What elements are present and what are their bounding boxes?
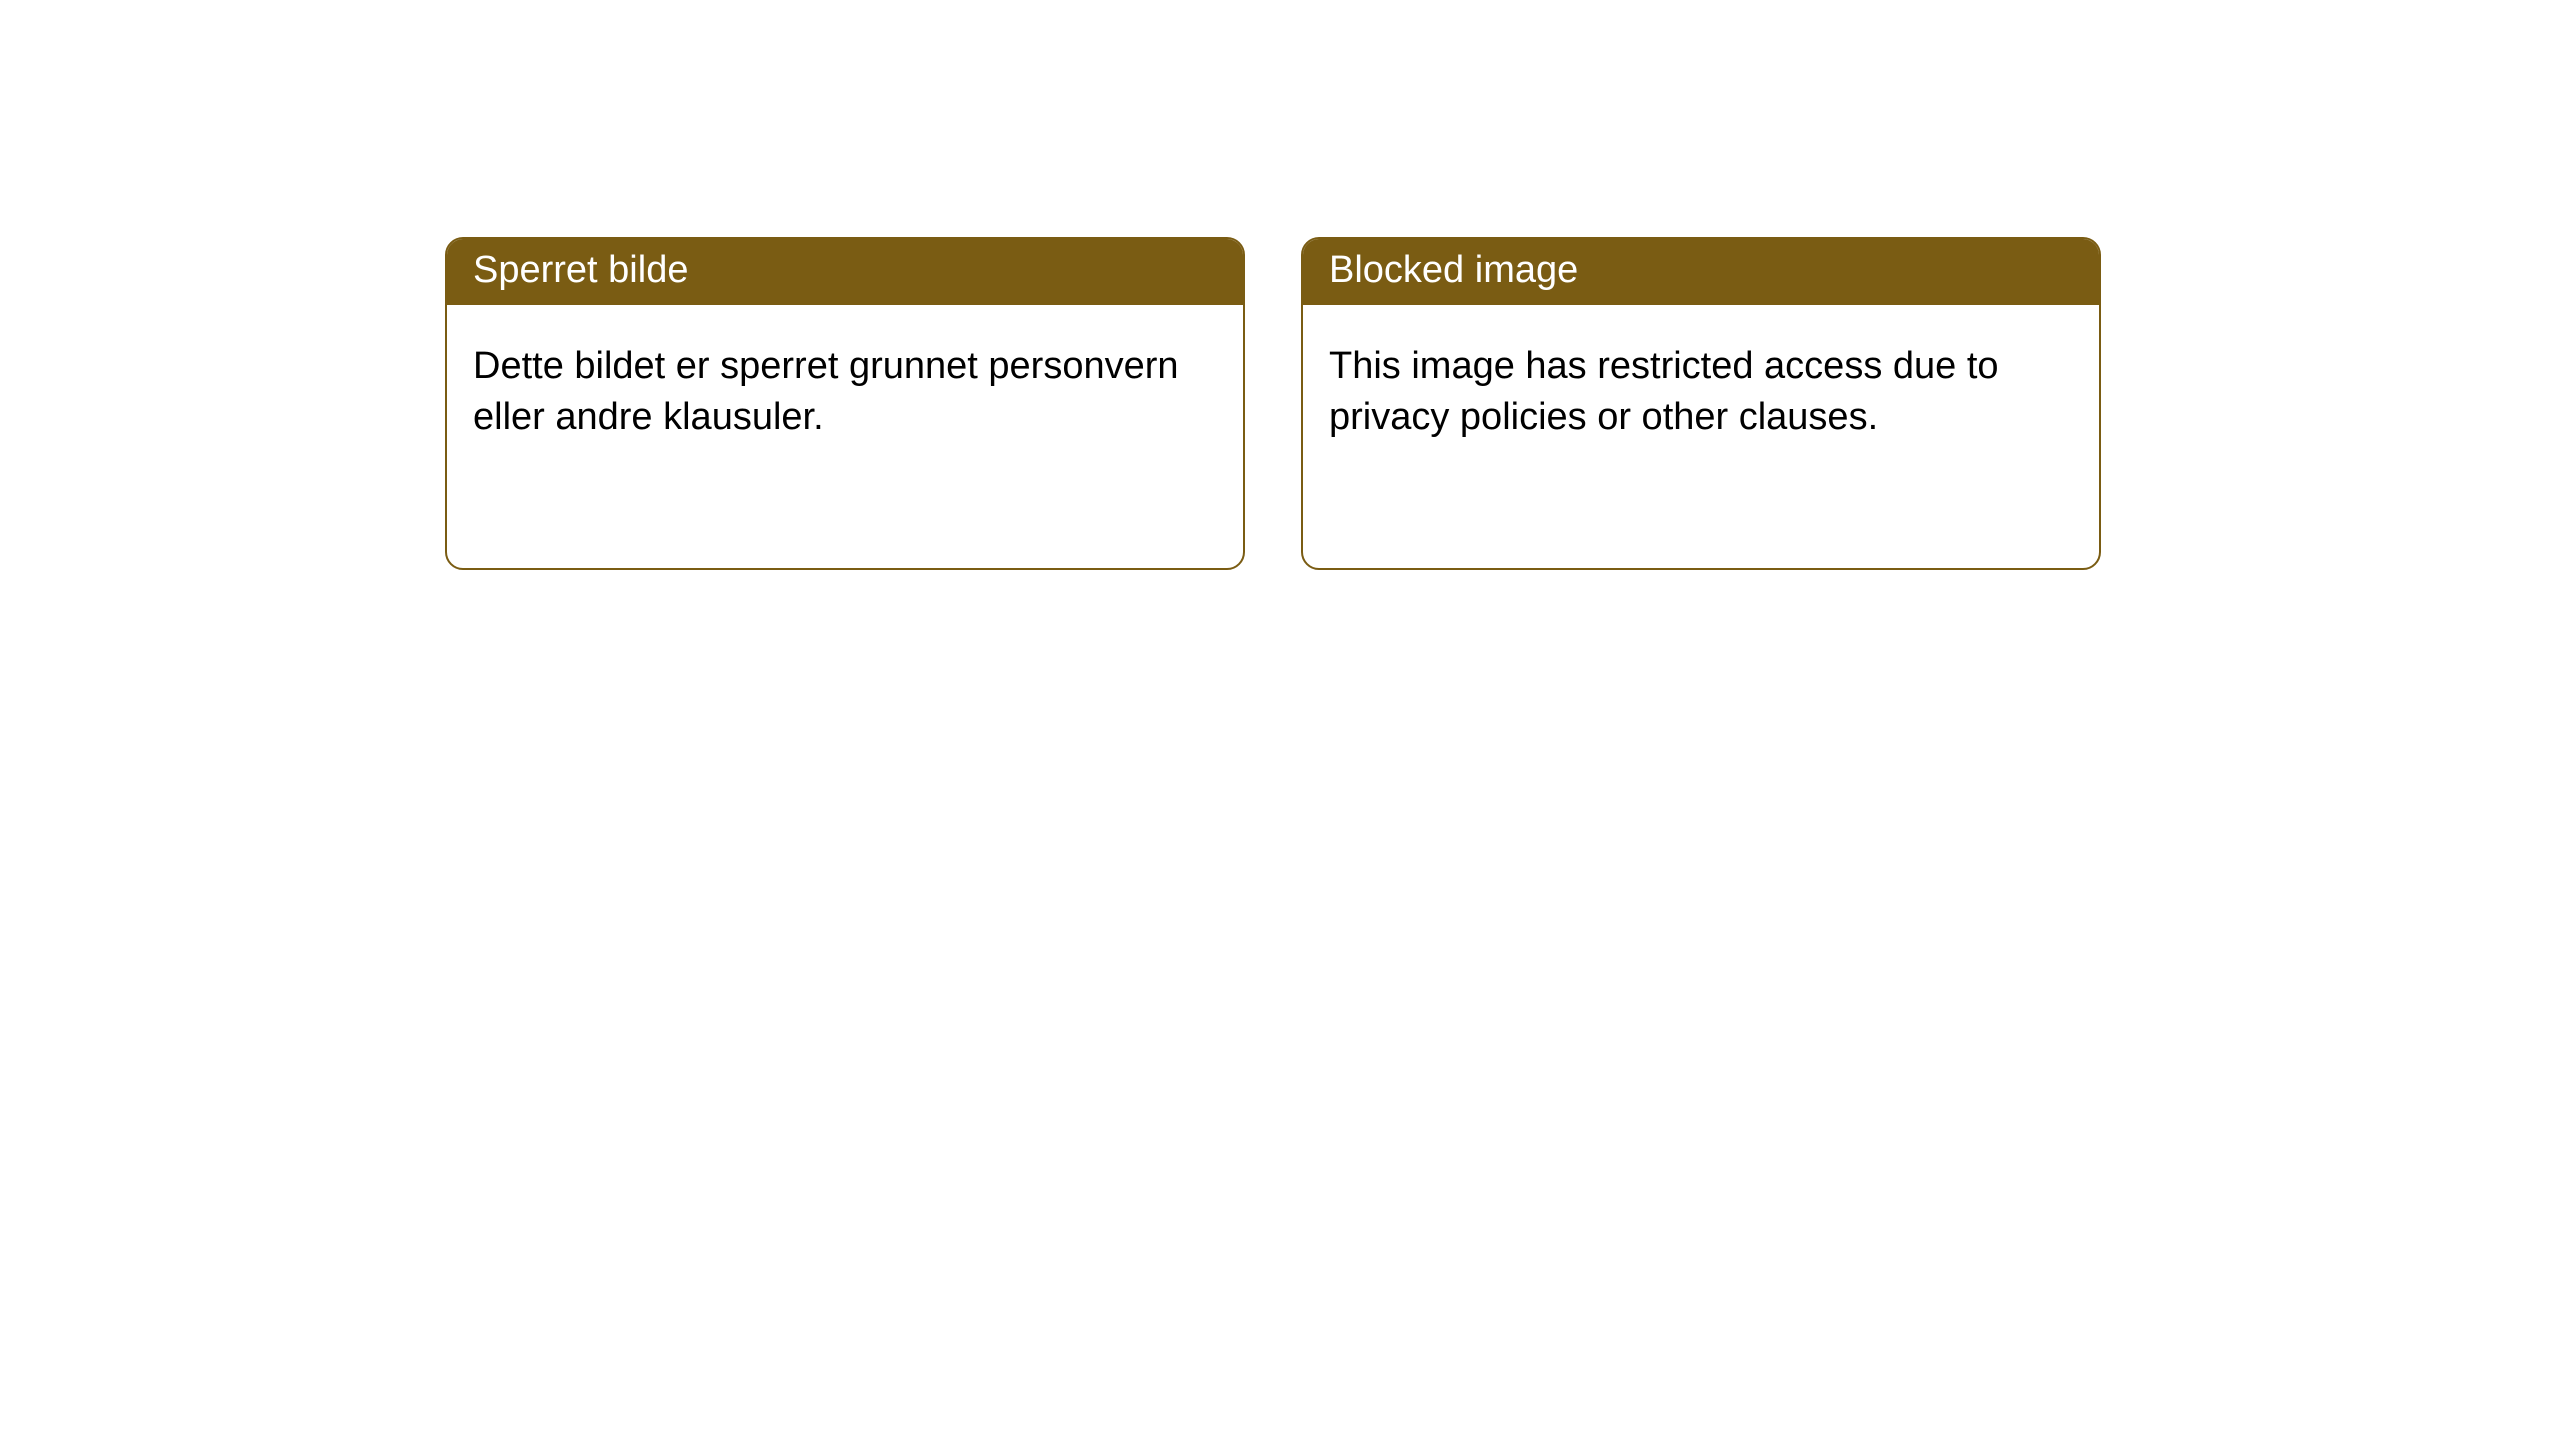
blocked-image-card-en: Blocked image This image has restricted … [1301,237,2101,570]
card-body-no: Dette bildet er sperret grunnet personve… [447,305,1243,470]
card-body-en: This image has restricted access due to … [1303,305,2099,470]
card-header-en: Blocked image [1303,239,2099,305]
card-title-en: Blocked image [1329,249,1578,291]
card-title-no: Sperret bilde [473,249,688,291]
card-message-en: This image has restricted access due to … [1329,345,1999,438]
notice-container: Sperret bilde Dette bildet er sperret gr… [0,0,2560,570]
card-header-no: Sperret bilde [447,239,1243,305]
card-message-no: Dette bildet er sperret grunnet personve… [473,345,1179,438]
blocked-image-card-no: Sperret bilde Dette bildet er sperret gr… [445,237,1245,570]
